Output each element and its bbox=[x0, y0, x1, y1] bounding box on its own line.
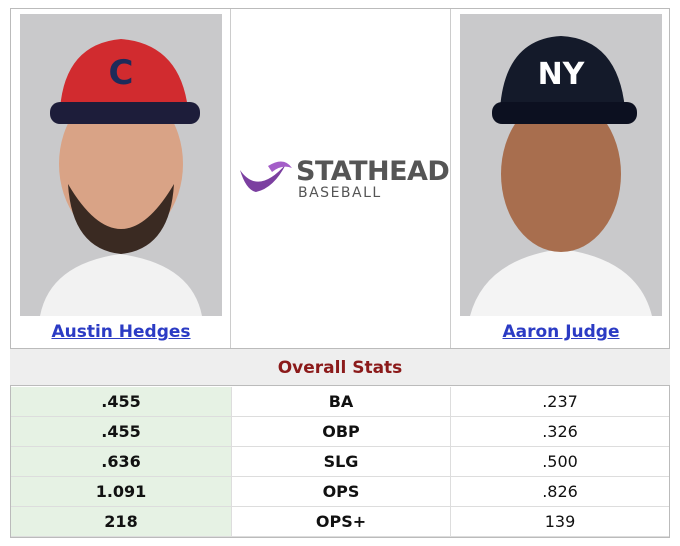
logo-text: STATHEAD bbox=[296, 156, 450, 187]
player-link[interactable]: Austin Hedges bbox=[51, 322, 191, 342]
player-stat: 139 bbox=[451, 507, 669, 537]
stat-name: BA bbox=[231, 387, 451, 417]
player-photo: C bbox=[20, 14, 222, 316]
divider bbox=[450, 9, 451, 348]
section-header: Overall Stats bbox=[10, 348, 670, 386]
player-link[interactable]: Aaron Judge bbox=[502, 322, 620, 342]
logo-subtext: BASEBALL bbox=[298, 185, 382, 201]
player-stat: 1.091 bbox=[11, 477, 231, 507]
svg-text:NY: NY bbox=[538, 57, 586, 92]
divider bbox=[230, 9, 231, 348]
player-stat: .500 bbox=[451, 447, 669, 477]
stat-name: OBP bbox=[231, 417, 451, 447]
player-photo: NY bbox=[460, 14, 662, 316]
stat-name: OPS bbox=[231, 477, 451, 507]
player-stat: .826 bbox=[451, 477, 669, 507]
svg-text:C: C bbox=[109, 53, 134, 93]
player-stat: .455 bbox=[11, 387, 231, 417]
comparison-frame bbox=[10, 8, 670, 538]
player-stat: .326 bbox=[451, 417, 669, 447]
player-stat: .455 bbox=[11, 417, 231, 447]
player-stat: 218 bbox=[11, 507, 231, 537]
stat-name: SLG bbox=[231, 447, 451, 477]
stat-name: OPS+ bbox=[231, 507, 451, 537]
logo-mark bbox=[240, 161, 292, 192]
player-stat: .636 bbox=[11, 447, 231, 477]
player-stat: .237 bbox=[451, 387, 669, 417]
